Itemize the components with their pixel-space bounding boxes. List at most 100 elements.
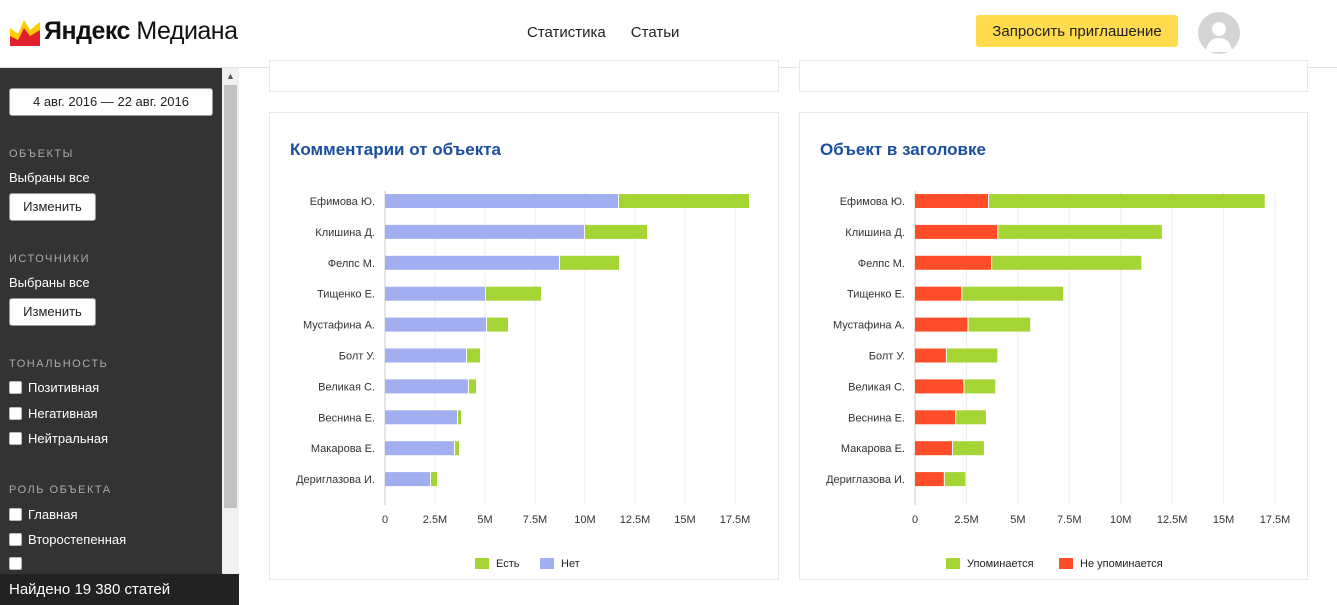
scroll-thumb[interactable]	[224, 85, 237, 508]
bar-segment	[989, 194, 1265, 208]
bar-segment	[467, 348, 480, 363]
x-tick-label: 2.5M	[423, 514, 447, 526]
bar-segment	[964, 379, 996, 394]
category-label: Клишина Д.	[315, 227, 375, 239]
date-range-picker[interactable]: 4 авг. 2016 — 22 авг. 2016	[9, 88, 213, 116]
bar-segment	[487, 317, 508, 332]
top-header: Яндекс Медиана Статистика Статьи Запроси…	[0, 0, 1337, 68]
bar-segment	[915, 286, 962, 301]
results-footer: Найдено 19 380 статей	[0, 574, 239, 605]
bar-segment	[915, 379, 964, 394]
user-avatar[interactable]	[1198, 12, 1240, 54]
sidebar-scrollbar[interactable]: ▲	[222, 68, 239, 605]
found-count: Найдено 19 380 статей	[9, 581, 171, 598]
change-objects-button[interactable]: Изменить	[9, 193, 96, 221]
bar-segment	[915, 194, 989, 208]
category-label: Тищенко Е.	[847, 289, 905, 301]
bar-segment	[962, 286, 1064, 301]
x-tick-label: 17.5M	[720, 514, 751, 526]
filter-sidebar: 4 авг. 2016 — 22 авг. 2016 ОБЪЕКТЫ Выбра…	[0, 68, 239, 605]
bar-segment	[915, 224, 998, 239]
scroll-up-arrow-icon[interactable]: ▲	[226, 71, 235, 81]
legend-swatch	[475, 558, 489, 569]
role-option-partial[interactable]	[9, 557, 28, 570]
tone-option-positive[interactable]: Позитивная	[9, 380, 99, 395]
logo-icon	[10, 20, 40, 46]
x-tick-label: 10M	[574, 514, 595, 526]
x-tick-label: 7.5M	[1057, 514, 1081, 526]
category-label: Болт У.	[869, 351, 905, 363]
objects-section-title: ОБЪЕКТЫ	[9, 148, 74, 160]
bar-segment	[619, 194, 749, 208]
yandex-mediana-logo[interactable]: Яндекс Медиана	[10, 16, 238, 46]
bar-segment	[385, 410, 457, 425]
option-label: Негативная	[28, 406, 98, 421]
nav-tab-articles[interactable]: Статьи	[630, 24, 680, 41]
bar-segment	[968, 317, 1031, 332]
checkbox[interactable]	[9, 533, 22, 546]
request-invite-button[interactable]: Запросить приглашение	[976, 15, 1178, 47]
bar-segment	[946, 348, 998, 363]
bar-segment	[560, 255, 619, 270]
x-tick-label: 5M	[1010, 514, 1025, 526]
chart-title: Комментарии от объекта	[290, 140, 502, 159]
category-label: Великая С.	[848, 381, 905, 393]
option-label: Позитивная	[28, 380, 100, 395]
tone-option-negative[interactable]: Негативная	[9, 406, 98, 421]
category-label: Тищенко Е.	[317, 289, 375, 301]
x-tick-label: 5M	[477, 514, 492, 526]
bar-segment	[486, 286, 541, 301]
category-label: Фелпс М.	[328, 258, 375, 270]
bar-segment	[385, 441, 454, 456]
bar-segment	[385, 348, 466, 363]
change-sources-button[interactable]: Изменить	[9, 298, 96, 326]
legend-swatch	[946, 558, 960, 569]
sidebar-content: 4 авг. 2016 — 22 авг. 2016 ОБЪЕКТЫ Выбра…	[0, 68, 222, 605]
bar-segment	[455, 441, 459, 456]
legend-label: Есть	[496, 558, 520, 570]
category-label: Веснина Е.	[848, 412, 905, 424]
chart-card-headline: Объект в заголовке 0 2.5M 5M 7.5M 10M 12.5M 15…	[799, 112, 1308, 580]
option-label: Нейтральная	[28, 431, 109, 446]
checkbox[interactable]	[9, 381, 22, 394]
bar-segment	[915, 441, 953, 456]
nav-tab-statistics[interactable]: Статистика	[527, 0, 606, 68]
x-tick-label: 0	[912, 514, 918, 526]
checkbox[interactable]	[9, 557, 22, 570]
bar-segment	[458, 410, 461, 425]
category-label: Макарова Е.	[841, 443, 905, 455]
category-label: Дериглазова И.	[826, 474, 905, 486]
x-tick-label: 7.5M	[523, 514, 547, 526]
checkbox[interactable]	[9, 407, 22, 420]
x-tick-label: 10M	[1110, 514, 1131, 526]
x-tick-label: 2.5M	[954, 514, 978, 526]
checkbox[interactable]	[9, 432, 22, 445]
bar-segment	[385, 472, 430, 487]
category-label: Фелпс М.	[858, 258, 905, 270]
headline-chart: 0 2.5M 5M 7.5M 10M 12.5M 15M 17.5M Ефимова Ю. Кли…	[826, 191, 1291, 570]
legend-swatch	[540, 558, 554, 569]
logo-text: Яндекс Медиана	[44, 16, 238, 45]
x-tick-label: 12.5M	[1157, 514, 1188, 526]
bar-segment	[385, 194, 618, 208]
x-tick-label: 15M	[674, 514, 695, 526]
bar-segment	[915, 472, 944, 487]
chart-title: Объект в заголовке	[820, 140, 986, 159]
role-option-secondary[interactable]: Второстепенная	[9, 532, 126, 547]
bar-segment	[385, 379, 468, 394]
category-label: Ефимова Ю.	[840, 196, 905, 208]
x-tick-label: 17.5M	[1260, 514, 1291, 526]
sources-section-title: ИСТОЧНИКИ	[9, 253, 91, 265]
user-silhouette-icon	[1206, 22, 1232, 52]
category-label: Болт У.	[339, 351, 375, 363]
chart-card-comments: Комментарии от объекта 0 2.5M 5M 7.5M 10M 12.…	[269, 112, 779, 580]
role-option-main[interactable]: Главная	[9, 507, 77, 522]
bar-segment	[385, 255, 559, 270]
option-label: Главная	[28, 507, 78, 522]
category-label: Веснина Е.	[318, 412, 375, 424]
x-tick-label: 12.5M	[620, 514, 651, 526]
bar-segment	[585, 224, 647, 239]
bar-segment	[956, 410, 986, 425]
tone-option-neutral[interactable]: Нейтральная	[9, 431, 108, 446]
checkbox[interactable]	[9, 508, 22, 521]
